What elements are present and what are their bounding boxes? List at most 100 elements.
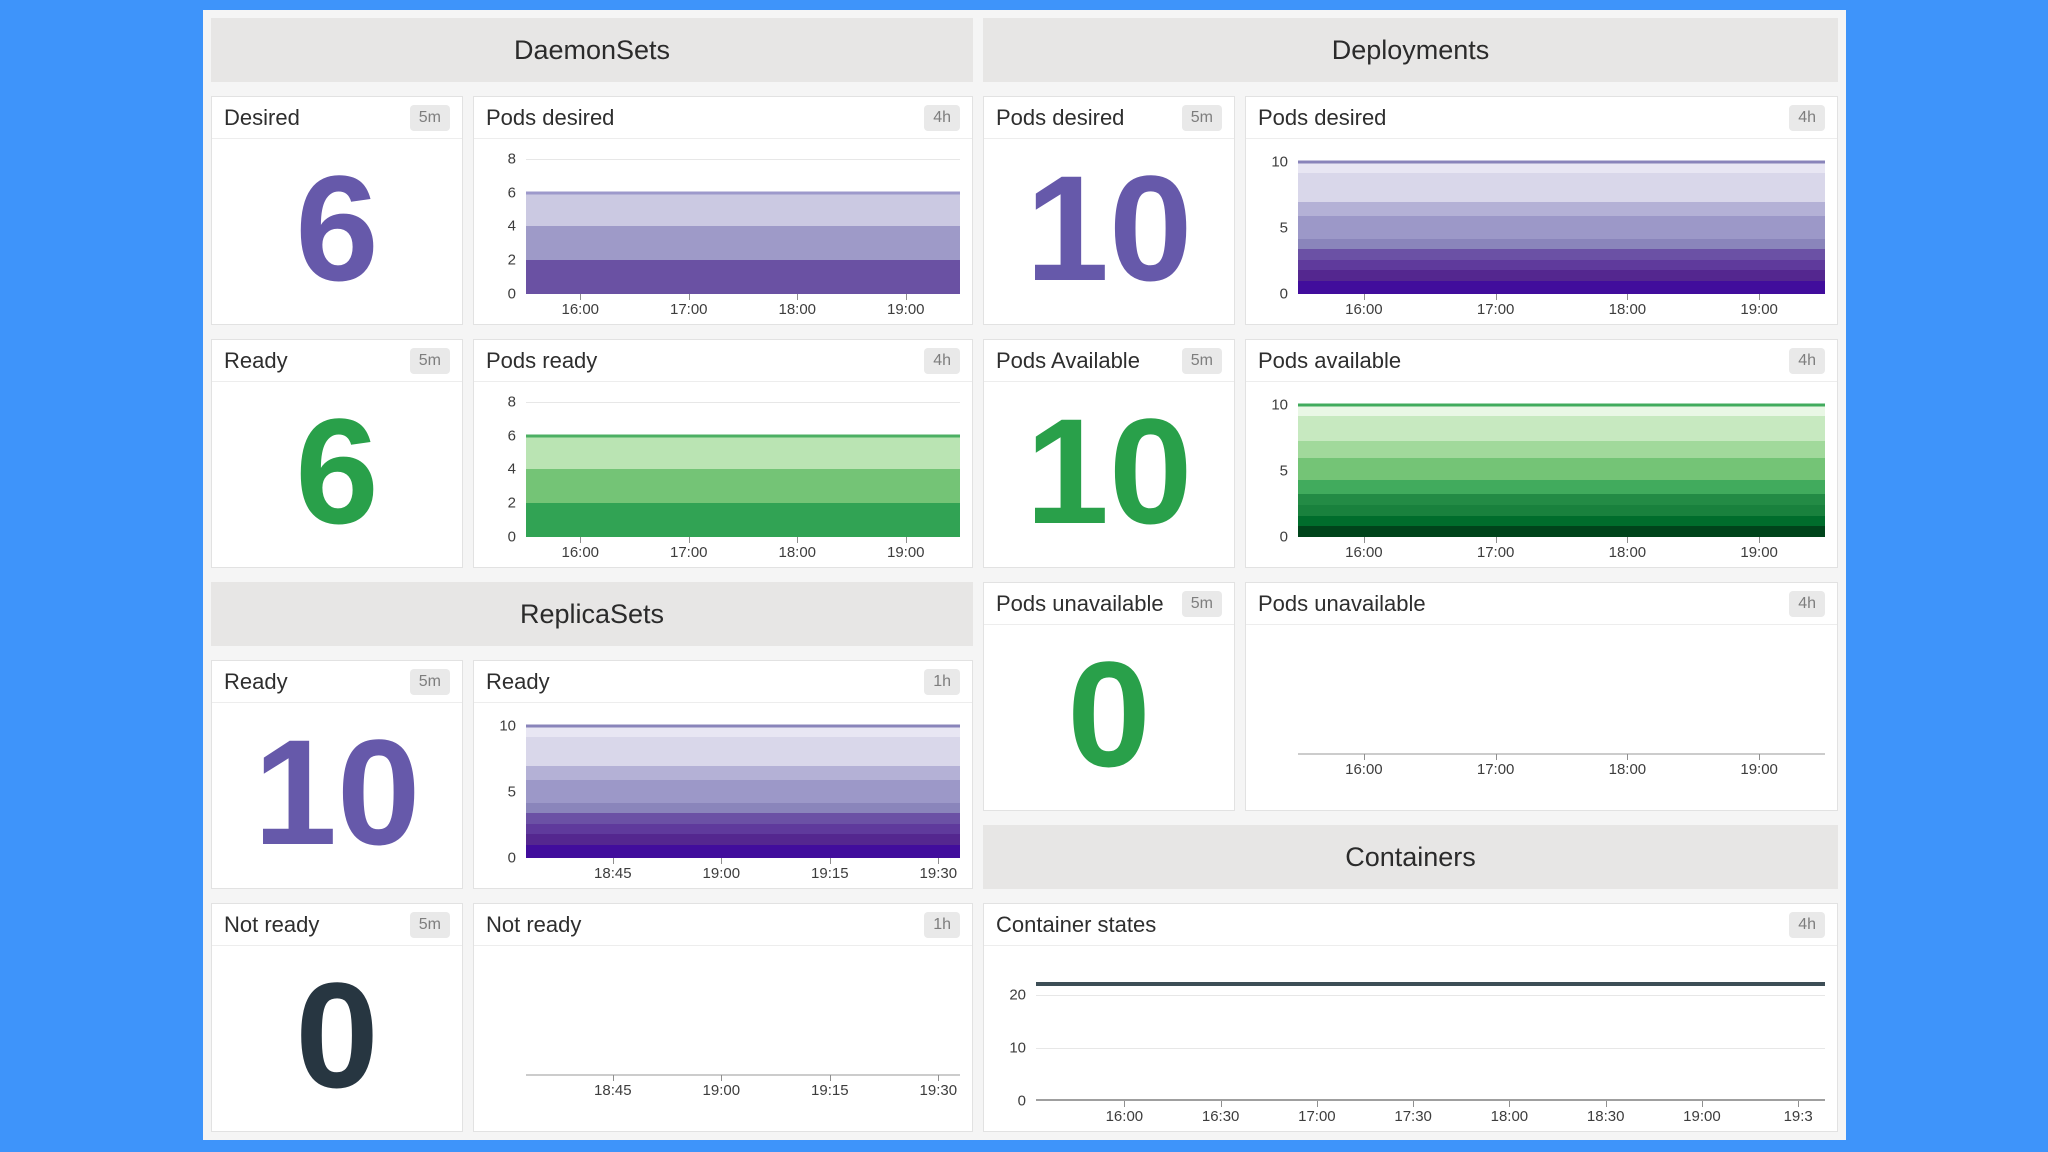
x-tick-mark <box>612 1075 614 1081</box>
x-tick-mark <box>938 858 940 864</box>
y-tick-label: 20 <box>1009 986 1026 1004</box>
y-tick-label: 0 <box>507 285 516 303</box>
x-tick-label: 16:00 <box>1345 544 1383 561</box>
chart-band <box>526 469 960 504</box>
x-tick-mark <box>938 1075 940 1081</box>
x-tick-mark <box>905 537 907 543</box>
x-axis-line <box>526 1074 960 1076</box>
chart-band <box>526 844 960 858</box>
y-tick-label: 0 <box>507 849 516 867</box>
panel-title: Pods desired <box>1258 104 1387 130</box>
panel-title: Pods desired <box>486 104 615 130</box>
empty-chart: 18:45 19:00 19:15 19:30 <box>480 946 962 1131</box>
panel-title: Container states <box>996 911 1157 937</box>
interval-badge: 4h <box>924 104 960 131</box>
line-chart: 0 10 20 16:00 16:30 17:00 17:30 18:00 18:30 19:00… <box>990 946 1827 1131</box>
stat-value: 10 <box>1025 143 1193 312</box>
chart-plot: 0 2 4 6 8 16:00 17:00 18:00 19:00 <box>508 393 960 561</box>
stat-value: 0 <box>295 950 379 1119</box>
x-axis: 16:00 17:00 18:00 19:00 <box>1298 294 1825 322</box>
x-tick-mark <box>1363 754 1365 760</box>
chart-band <box>1298 493 1825 506</box>
panel-header: Pods desired 4h <box>474 97 972 139</box>
x-tick-mark <box>1759 294 1761 300</box>
replicasets-row-ready: Ready 5m 10 Ready 1h 0 5 10 18:45 19:00 19:15… <box>211 660 973 889</box>
chart-band <box>1298 457 1825 481</box>
x-tick-label: 18:00 <box>1608 761 1647 778</box>
chart-band <box>1298 280 1825 294</box>
y-tick-label: 10 <box>1271 153 1288 171</box>
x-tick-mark <box>1363 294 1365 300</box>
y-tick-label: 5 <box>507 783 516 801</box>
x-tick-label: 18:45 <box>594 1082 632 1099</box>
x-tick-mark <box>829 858 831 864</box>
series-cap-line <box>1298 403 1825 407</box>
stacked-area-chart: 0 2 4 6 8 16:00 17:00 18:00 19:00 <box>480 139 962 324</box>
chart-band <box>1298 270 1825 281</box>
chart-plot: 0 2 4 6 8 16:00 17:00 18:00 19:00 <box>508 150 960 318</box>
interval-badge: 4h <box>924 347 960 374</box>
chart-band <box>1298 480 1825 494</box>
interval-badge: 4h <box>1789 590 1825 617</box>
x-tick-label: 16:00 <box>561 544 600 561</box>
daemonsets-row-ready: Ready 5m 6 Pods ready 4h 0 2 4 6 8 16:00 17:00… <box>211 339 973 568</box>
y-tick-label: 0 <box>1017 1092 1026 1110</box>
chart-band <box>1298 440 1825 458</box>
section-header-daemonsets: DaemonSets <box>211 18 973 82</box>
panel-header: Desired 5m <box>212 97 462 139</box>
stacked-area-chart: 0 2 4 6 8 16:00 17:00 18:00 19:00 <box>480 382 962 567</box>
stat-value: 6 <box>295 143 379 312</box>
panel-title: Not ready <box>486 911 582 937</box>
series-cap-line <box>526 434 960 438</box>
daemonsets-row-desired: Desired 5m 6 Pods desired 4h 0 2 4 6 8 16:00 1… <box>211 96 973 325</box>
panel-header: Container states 4h <box>984 904 1837 946</box>
stat-panel-deployments-pods-available: Pods Available 5m 10 <box>983 339 1235 568</box>
y-tick-label: 10 <box>499 717 516 735</box>
stat-panel-daemonsets-ready: Ready 5m 6 <box>211 339 463 568</box>
x-tick-mark <box>1509 1101 1511 1107</box>
series-cap-line <box>526 724 960 728</box>
chart-band <box>526 435 960 470</box>
x-tick-mark <box>580 294 582 300</box>
panel-title: Ready <box>486 668 550 694</box>
panel-header: Pods ready 4h <box>474 340 972 382</box>
deployments-row-available: Pods Available 5m 10 Pods available 4h 0… <box>983 339 1838 568</box>
interval-badge: 5m <box>1181 104 1222 131</box>
x-tick-mark <box>1605 1101 1607 1107</box>
stat-panel-deployments-pods-desired: Pods desired 5m 10 <box>983 96 1235 325</box>
x-tick-mark <box>1124 1101 1126 1107</box>
x-tick-mark <box>1495 537 1497 543</box>
x-axis: 16:00 17:00 18:00 19:00 <box>1298 754 1825 782</box>
y-tick-label: 0 <box>1279 285 1288 303</box>
x-tick-label: 19:30 <box>919 1082 958 1099</box>
y-tick-label: 8 <box>507 150 516 168</box>
section-header-replicasets: ReplicaSets <box>211 582 973 646</box>
chart-band <box>526 736 960 766</box>
panel-title: Desired <box>224 104 300 130</box>
x-tick-label: 19:30 <box>919 865 958 882</box>
interval-badge: 1h <box>924 911 960 938</box>
chart-band <box>1298 172 1825 202</box>
x-tick-label: 19:00 <box>886 544 925 561</box>
x-tick-label: 17:30 <box>1394 1108 1432 1125</box>
stat-value: 6 <box>295 386 379 555</box>
gridline <box>526 158 960 160</box>
chart-band <box>526 813 960 824</box>
interval-badge: 5m <box>409 911 450 938</box>
x-tick-label: 17:00 <box>669 544 708 561</box>
chart-band <box>1298 216 1825 239</box>
x-tick-label: 16:30 <box>1201 1108 1240 1125</box>
chart-band <box>526 802 960 814</box>
panel-header: Pods available 4h <box>1246 340 1837 382</box>
stacked-area-chart: 0 5 10 16:00 17:00 18:00 19:00 <box>1252 139 1827 324</box>
x-tick-label: 19:3 <box>1783 1108 1813 1125</box>
panel-title: Pods unavailable <box>1258 590 1426 616</box>
panel-title: Pods Available <box>996 347 1140 373</box>
series-line <box>1036 981 1825 986</box>
gridline <box>526 401 960 403</box>
y-tick-label: 5 <box>1279 219 1288 237</box>
y-tick-label: 4 <box>507 217 516 235</box>
x-tick-label: 16:00 <box>1345 761 1383 778</box>
x-tick-label: 18:00 <box>1490 1108 1529 1125</box>
panel-title: Pods available <box>1258 347 1402 373</box>
